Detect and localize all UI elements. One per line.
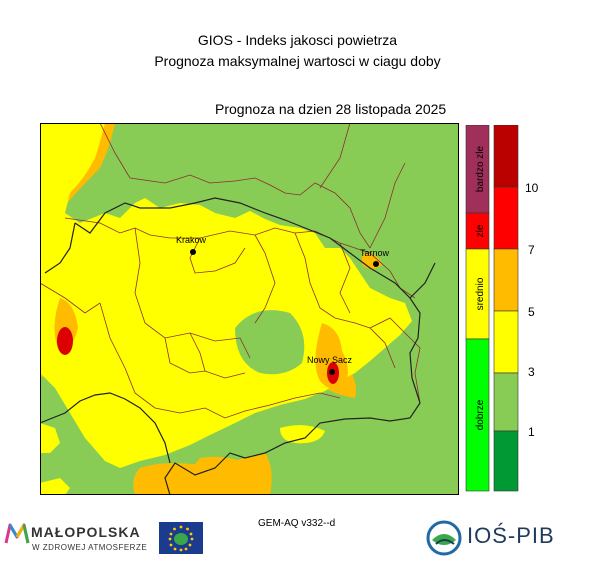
region-borders (40, 197, 436, 495)
legend-tick-1: 1 (528, 425, 535, 439)
legend-tick-5: 5 (528, 305, 535, 319)
forecast-map: Krakow Tarnow Nowy Sacz (40, 123, 459, 495)
legend-label-srednio: srednio (475, 277, 486, 310)
ios-pib-name: IOŚ-PIB (467, 523, 555, 548)
eu-life-logo-icon (159, 522, 203, 554)
legend-label-zle: zle (475, 224, 486, 237)
city-krakow-label: Krakow (176, 235, 207, 245)
city-krakow: Krakow (176, 235, 207, 255)
city-tarnow: Tarnow (360, 248, 390, 267)
legend-label-dobrze: dobrze (475, 399, 486, 430)
malopolska-name: MAŁOPOLSKA (31, 524, 141, 540)
district-borders (40, 123, 421, 419)
legend-tick-7: 7 (528, 243, 535, 257)
legend-tick-10: 10 (525, 181, 539, 195)
map-subtitle: Prognoza maksymalnej wartosci w ciagu do… (154, 53, 441, 69)
city-nowy-sacz-label: Nowy Sacz (307, 355, 353, 365)
legend-tick-3: 3 (528, 365, 535, 379)
malopolska-logo-icon (4, 523, 30, 544)
map-title: GIOS - Indeks jakosci powietrza (197, 32, 398, 48)
forecast-date: Prognoza na dzien 28 listopada 2025 (215, 101, 447, 117)
city-tarnow-label: Tarnow (360, 248, 390, 258)
malopolska-tagline: W ZDROWEJ ATMOSFERZE (32, 543, 148, 552)
legend-label-bardzo-zle: bardzo zle (475, 145, 486, 192)
model-version: GEM-AQ v332--d (258, 518, 336, 529)
ios-pib-logo-icon (426, 520, 462, 556)
city-nowy-sacz: Nowy Sacz (307, 355, 353, 375)
color-legend: bardzo zle zle srednio dobrze 10 7 5 3 1 (464, 124, 538, 498)
